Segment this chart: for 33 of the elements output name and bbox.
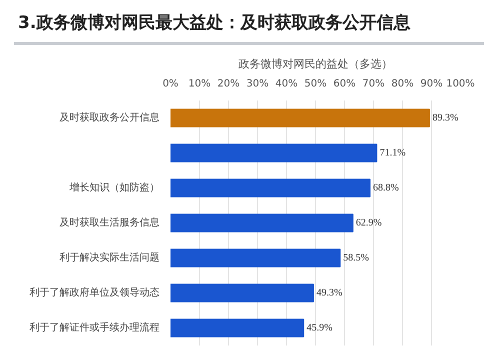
x-tick-label: 100% xyxy=(446,78,475,90)
x-tick-label: 40% xyxy=(275,78,298,90)
data-label: 89.3% xyxy=(432,112,458,124)
chart-title: 3.政务微博对网民最大益处：及时获取政务公开信息 xyxy=(18,12,410,35)
bar xyxy=(170,318,304,338)
x-tick-label: 70% xyxy=(362,78,385,90)
bar xyxy=(170,178,371,198)
bar xyxy=(170,284,314,302)
data-label: 68.8% xyxy=(373,182,399,194)
x-tick-label: 90% xyxy=(420,78,443,90)
x-tick-label: 0% xyxy=(162,78,178,90)
x-tick-label: 20% xyxy=(217,78,240,90)
data-label: 45.9% xyxy=(306,322,332,334)
y-tick-label: 利于解决实际生活问题 xyxy=(60,252,160,264)
x-tick-label: 60% xyxy=(333,78,356,90)
data-label: 62.9% xyxy=(356,218,382,228)
bar xyxy=(170,214,354,232)
bar xyxy=(170,108,430,128)
data-label: 49.3% xyxy=(316,288,342,298)
y-tick-label: 利于了解证件或手续办理流程 xyxy=(30,322,160,334)
data-label: 71.1% xyxy=(380,148,406,158)
bar xyxy=(170,144,378,162)
y-tick-label: 利于了解政府单位及领导动态 xyxy=(30,286,160,298)
y-tick-label: 增长知识（如防盗） xyxy=(68,182,160,194)
chart-subtitle: 政务微博对网民的益处（多选） xyxy=(238,58,392,70)
x-tick-label: 50% xyxy=(304,78,327,90)
y-tick-label: 及时获取政务公开信息 xyxy=(60,112,160,124)
bar xyxy=(170,248,341,268)
x-tick-label: 10% xyxy=(188,78,211,90)
y-tick-label: 及时获取生活服务信息 xyxy=(60,216,160,228)
x-tick-label: 30% xyxy=(246,78,269,90)
x-tick-label: 80% xyxy=(391,78,414,90)
data-label: 58.5% xyxy=(343,252,369,264)
